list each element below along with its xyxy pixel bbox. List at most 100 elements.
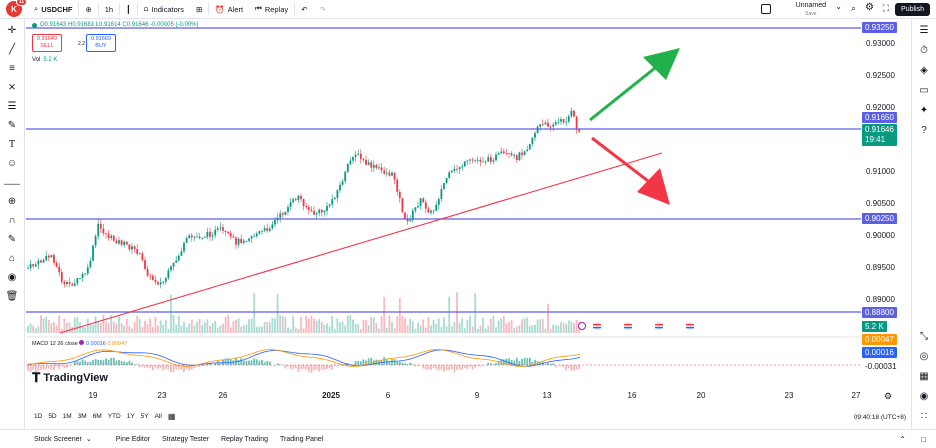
grid-menu-icon[interactable]: ∷ bbox=[920, 410, 928, 422]
candle-body bbox=[323, 210, 326, 213]
range-5y[interactable]: 5Y bbox=[140, 413, 149, 420]
interval-button[interactable]: 1h bbox=[104, 4, 114, 14]
alert-button[interactable]: ⏰ Alert bbox=[215, 4, 244, 14]
tab-pine-editor[interactable]: Pine Editor bbox=[115, 435, 150, 443]
fib-retracement-icon[interactable]: ☰ bbox=[7, 100, 17, 112]
ideas-icon[interactable]: ✦ bbox=[919, 104, 929, 116]
ruler-icon[interactable]: ⸺ bbox=[3, 178, 21, 190]
calendar-icon[interactable]: ▦ bbox=[919, 370, 929, 382]
horizontal-lines-icon[interactable]: ≡ bbox=[9, 62, 15, 74]
buy-button[interactable]: 0.91669 BUY bbox=[86, 34, 116, 52]
level-tag-mid[interactable]: 0.91650 bbox=[862, 112, 897, 123]
candle-body bbox=[440, 189, 443, 199]
range-all[interactable]: All bbox=[154, 413, 162, 420]
volume-bar bbox=[190, 319, 193, 333]
level-tag-top[interactable]: 0.93250 bbox=[862, 22, 897, 33]
chat-icon[interactable]: ▭ bbox=[919, 84, 929, 96]
redo-button[interactable]: ↷ bbox=[313, 0, 331, 19]
volume-bar bbox=[203, 322, 206, 333]
collapse-panel-icon[interactable]: ⌃ bbox=[899, 434, 906, 444]
range-1y[interactable]: 1Y bbox=[126, 413, 135, 420]
lock-drawing-icon[interactable]: ✎ bbox=[7, 233, 17, 245]
candle-body bbox=[336, 190, 339, 198]
symbol-search-button[interactable]: ⌕ USDCHF bbox=[34, 4, 73, 14]
expand-icon[interactable]: ⤡ bbox=[920, 330, 928, 342]
watchlist-icon[interactable]: ☰ bbox=[919, 24, 929, 36]
indicators-button[interactable]: ⩍ Indicators bbox=[143, 4, 185, 14]
maximize-panel-icon[interactable]: □ bbox=[921, 434, 926, 444]
tab-trading-panel[interactable]: Trading Panel bbox=[280, 435, 324, 443]
range-1m[interactable]: 1M bbox=[62, 413, 72, 420]
help-icon[interactable]: ? bbox=[921, 124, 927, 136]
user-avatar[interactable]: K 11 bbox=[6, 0, 27, 17]
quick-search-icon[interactable]: ⌕ bbox=[850, 3, 856, 13]
publish-button[interactable]: Publish bbox=[895, 3, 930, 16]
macd-histogram-bar bbox=[292, 365, 295, 370]
candle-body bbox=[201, 237, 204, 239]
volume-bar bbox=[406, 325, 409, 333]
macd-histogram-bar bbox=[97, 359, 100, 365]
timezone-clock[interactable]: 09:40:18 (UTC+8) bbox=[853, 414, 906, 421]
volume-bar bbox=[469, 315, 471, 333]
add-symbol-button[interactable]: ⊕ bbox=[79, 0, 97, 19]
lock-icon[interactable]: ⌂ bbox=[8, 252, 16, 264]
crosshair-icon[interactable]: ✛ bbox=[7, 24, 17, 36]
volume-bar bbox=[349, 315, 352, 333]
layers-icon[interactable]: ◈ bbox=[920, 64, 928, 76]
alerts-clock-icon[interactable]: ⏱ bbox=[920, 44, 928, 56]
replay-button[interactable]: ⏮ Replay bbox=[255, 4, 289, 14]
volume-bar bbox=[536, 319, 539, 333]
layout-select-icon[interactable] bbox=[761, 4, 771, 14]
macd-histogram-bar bbox=[99, 359, 102, 365]
text-tool-icon[interactable]: T bbox=[8, 138, 16, 150]
tab-replay-trading[interactable]: Replay Trading bbox=[220, 435, 269, 443]
macd-histogram-bar bbox=[404, 363, 406, 365]
macd-histogram-bar bbox=[120, 361, 123, 365]
macd-histogram-bar bbox=[487, 362, 490, 365]
goto-date-icon[interactable]: ▦ bbox=[167, 412, 176, 421]
trash-icon[interactable]: 🗑 bbox=[5, 290, 19, 302]
candle-body bbox=[385, 172, 388, 174]
volume-bar bbox=[151, 327, 154, 333]
settings-gear-icon[interactable]: ⚙ bbox=[865, 2, 874, 13]
fullscreen-icon[interactable]: ⛶ bbox=[882, 3, 889, 13]
macd-histogram-bar bbox=[297, 365, 300, 372]
brush-icon[interactable]: ✎ bbox=[7, 119, 17, 131]
candle-body bbox=[253, 236, 256, 237]
templates-button[interactable]: ⊞ bbox=[190, 0, 208, 19]
zoom-in-icon[interactable]: ⊕ bbox=[7, 195, 17, 207]
level-tag-low[interactable]: 0.90250 bbox=[862, 213, 897, 224]
magnet-icon[interactable]: ∩ bbox=[8, 214, 16, 226]
tab-stock-screener[interactable]: Stock Screener ⌄ bbox=[34, 435, 92, 444]
level-tag-bottom[interactable]: 0.88800 bbox=[862, 307, 897, 318]
signal-line bbox=[27, 349, 581, 367]
macd-histogram-bar bbox=[92, 360, 94, 365]
emoji-icon[interactable]: ☺ bbox=[6, 157, 18, 169]
undo-button[interactable]: ↶ bbox=[295, 0, 313, 19]
candle-body bbox=[487, 157, 490, 162]
compass-icon[interactable]: ◎ bbox=[919, 350, 929, 362]
macd-histogram-bar bbox=[55, 365, 58, 367]
range-1d[interactable]: 1D bbox=[34, 413, 43, 420]
range-5d[interactable]: 5D bbox=[48, 413, 57, 420]
chevron-down-icon[interactable]: ⌄ bbox=[835, 2, 842, 11]
macd-histogram-bar bbox=[40, 365, 42, 370]
price-tick: 0.92000 bbox=[866, 103, 895, 112]
range-ytd[interactable]: YTD bbox=[107, 413, 121, 420]
time-axis[interactable]: 19 23 26 2025 6 9 13 16 20 23 27 bbox=[26, 388, 861, 402]
tab-strategy-tester[interactable]: Strategy Tester bbox=[161, 435, 209, 443]
pitchfork-icon[interactable]: ⨯ bbox=[7, 81, 17, 93]
trend-line-icon[interactable]: ╱ bbox=[8, 43, 16, 55]
layout-name-button[interactable]: Unnamed Save bbox=[795, 2, 826, 17]
range-3m[interactable]: 3M bbox=[77, 413, 87, 420]
macd-histogram-bar bbox=[276, 363, 279, 365]
macd-histogram-bar bbox=[479, 365, 482, 367]
sell-button[interactable]: 0.91649 SELL bbox=[32, 34, 62, 52]
axis-settings-gear-icon[interactable]: ⚙ bbox=[884, 391, 893, 401]
range-6m[interactable]: 6M bbox=[92, 413, 102, 420]
eye-icon[interactable]: ◉ bbox=[7, 271, 17, 283]
chart-type-button[interactable]: ┃ bbox=[120, 0, 137, 19]
macd-histogram-bar bbox=[430, 365, 432, 370]
broadcast-icon[interactable]: ◉ bbox=[919, 390, 929, 402]
